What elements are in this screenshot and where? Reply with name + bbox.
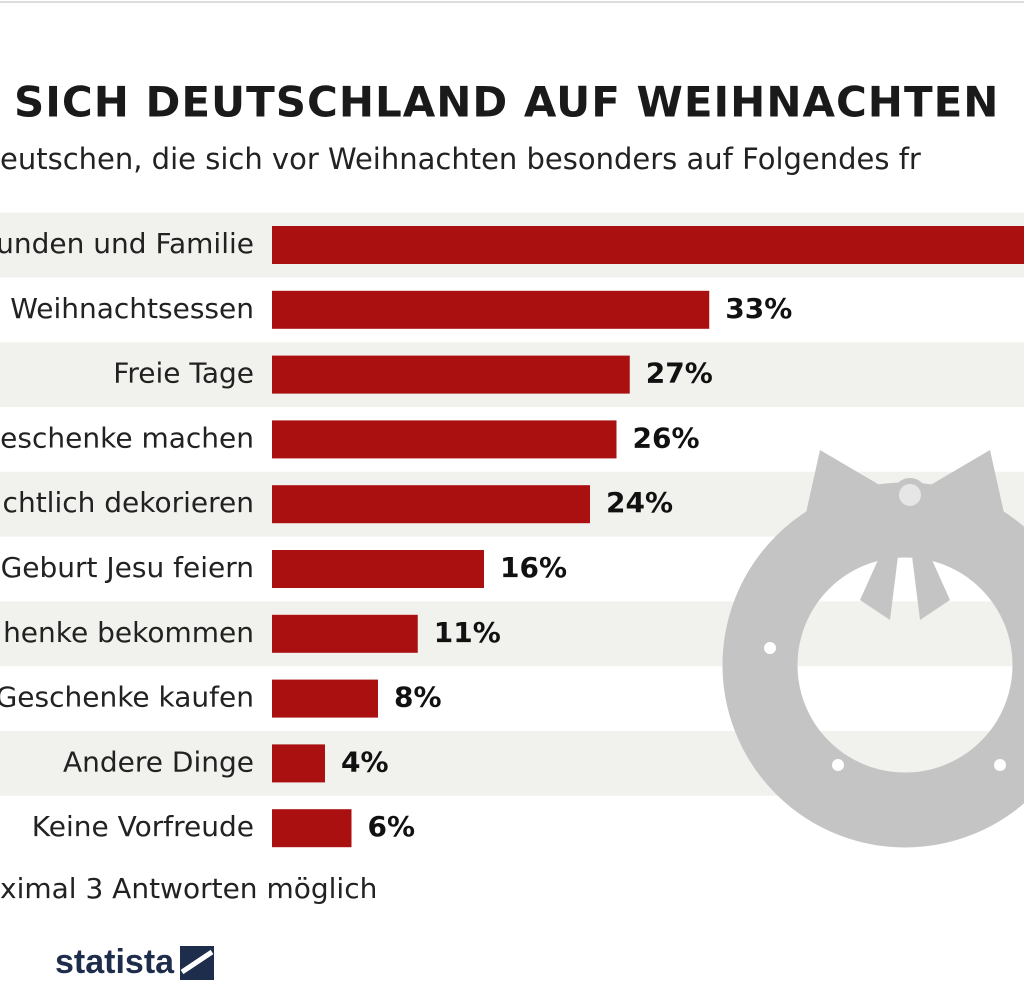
category-label: chtlich dekorieren (3, 486, 254, 519)
chart-title: SICH DEUTSCHLAND AUF WEIHNACHTEN (14, 78, 999, 127)
bar (272, 226, 1024, 264)
bar (272, 420, 617, 459)
category-label: Keine Vorfreude (32, 810, 254, 843)
category-label: Freie Tage (113, 357, 254, 390)
category-label: henke bekommen (3, 616, 254, 649)
bar (272, 550, 484, 588)
wreath-illustration (722, 450, 1024, 848)
footnote: ximal 3 Antworten möglich (0, 872, 377, 905)
category-label: Weihnachtsessen (10, 292, 254, 325)
category-label: Andere Dinge (63, 745, 254, 778)
value-label: 27% (646, 357, 713, 390)
source-logo-icon (180, 946, 214, 980)
category-label: eschenke machen (0, 421, 254, 454)
bar (272, 809, 352, 848)
category-label: Geburt Jesu feiern (1, 551, 254, 584)
value-label: 26% (633, 421, 700, 454)
value-label: 11% (434, 616, 501, 649)
bar (272, 290, 710, 329)
bar (272, 744, 325, 783)
bar (272, 614, 418, 653)
value-label: 6% (368, 810, 416, 843)
category-label: unden und Familie (0, 227, 254, 260)
value-label: 4% (341, 745, 389, 778)
bar (272, 485, 590, 524)
chart-subtitle: eutschen, die sich vor Weihnachten beson… (0, 142, 921, 176)
value-label: 8% (394, 681, 442, 714)
value-label: 33% (725, 292, 792, 325)
bars: unden und Familie Weihnachtsessen 33% Freie… (0, 226, 1024, 848)
category-label: Geschenke kaufen (0, 681, 254, 714)
bar (272, 679, 378, 718)
value-label: 16% (500, 551, 567, 584)
bar (272, 355, 630, 394)
row-band (0, 601, 1024, 667)
value-label: 24% (606, 486, 673, 519)
source-logo-text: statista (55, 943, 175, 981)
